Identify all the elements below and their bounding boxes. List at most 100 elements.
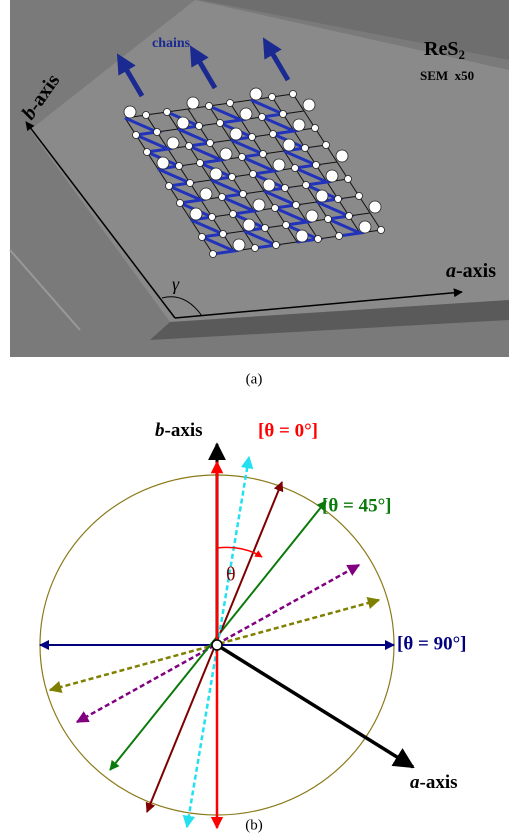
lattice-circle [270, 131, 277, 138]
lattice-circle [356, 193, 363, 200]
lattice-circle [196, 123, 203, 130]
lattice-circle [292, 165, 299, 172]
lattice-circle [259, 114, 266, 121]
chains-label: chains [152, 36, 191, 51]
lattice-circle [210, 168, 222, 180]
lattice-circle [312, 125, 319, 132]
caption-a: (a) [246, 371, 263, 387]
lattice-circle [303, 99, 315, 111]
a-axis-rest: -axis [420, 772, 458, 793]
lattice-circle [315, 236, 322, 243]
lattice-circle [323, 142, 330, 149]
lattice-circle [239, 154, 246, 161]
figure: chains ReS2 SEM x50 b-axis a-axis γ (a) … [0, 0, 509, 836]
lattice-circle [157, 157, 169, 169]
lattice-circle [209, 214, 216, 221]
a-axis-italic: a [446, 260, 456, 282]
lattice-circle [166, 183, 173, 190]
lattice-circle [210, 251, 217, 258]
a-axis-rest: -axis [456, 260, 496, 282]
lattice-circle [199, 234, 206, 241]
angle-diagram: b-axis [θ = 0°] [θ = 45°] [θ = 90°] a-ax… [40, 420, 467, 828]
b-axis-label: b-axis [155, 420, 203, 441]
lattice-circle [303, 182, 310, 189]
lattice-circle [220, 231, 227, 238]
lattice-circle [250, 171, 257, 178]
lattice-circle [336, 150, 348, 162]
lattice-circle [316, 190, 328, 202]
lattice-circle [369, 201, 381, 213]
lattice-circle [229, 174, 236, 181]
lattice-circle [190, 208, 202, 220]
lattice-circle [233, 239, 245, 251]
lattice-circle [219, 194, 226, 201]
lattice-circle [187, 180, 194, 187]
magnification-label: SEM x50 [420, 68, 474, 83]
lattice-circle [273, 242, 280, 249]
lattice-circle [336, 233, 343, 240]
lattice-circle [325, 216, 332, 223]
lattice-circle [313, 162, 320, 169]
lattice-circle [262, 225, 269, 232]
lattice-circle [230, 211, 237, 218]
lattice-circle [335, 196, 342, 203]
lattice-circle [252, 245, 259, 252]
lattice-circle [133, 132, 140, 139]
a-axis-italic: a [410, 772, 420, 793]
lattice-circle [306, 210, 318, 222]
origin [212, 640, 222, 650]
caption-b: (b) [245, 817, 263, 833]
compound-subscript: 2 [458, 47, 465, 62]
angle-label: γ [172, 274, 180, 294]
lattice-circle [187, 97, 199, 109]
lattice-circle [346, 213, 353, 220]
lattice-circle [283, 139, 295, 151]
a-axis-label: a-axis [410, 772, 458, 793]
compound-base: ReS [424, 38, 458, 60]
a-axis-label: a-axis [446, 260, 496, 282]
theta90-label: [θ = 90°] [397, 633, 467, 654]
lattice-circle [154, 129, 161, 136]
lattice-circle [177, 200, 184, 207]
lattice-circle [280, 111, 287, 118]
lattice-circle [124, 106, 136, 118]
lattice-circle [269, 94, 276, 101]
lattice-circle [345, 176, 352, 183]
lattice-circle [302, 145, 309, 152]
theta0-label: [θ = 0°] [258, 420, 318, 441]
lattice-circle [217, 120, 224, 127]
lattice-circle [263, 179, 275, 191]
lattice-circle [272, 205, 279, 212]
lattice-circle [227, 100, 234, 107]
lattice-circle [220, 148, 232, 160]
lattice-circle [378, 227, 385, 234]
lattice-circle [144, 149, 151, 156]
lattice-circle [230, 128, 242, 140]
lattice-circle [359, 221, 371, 233]
lattice-circle [253, 199, 265, 211]
lattice-circle [326, 170, 338, 182]
lattice-circle [282, 185, 289, 192]
lattice-circle [293, 202, 300, 209]
a-axis-arrow [217, 645, 413, 767]
b-axis-italic: b [155, 420, 165, 441]
theta-label: θ [226, 564, 236, 586]
lattice-circle [206, 103, 213, 110]
lattice-circle [240, 191, 247, 198]
lattice-circle [207, 140, 214, 147]
lattice-circle [293, 119, 305, 131]
lattice-circle [177, 117, 189, 129]
lattice-circle [290, 91, 297, 98]
lattice-circle [186, 143, 193, 150]
lattice-circle [273, 159, 285, 171]
lattice-circle [296, 230, 308, 242]
lattice-circle [249, 134, 256, 141]
b-axis-rest: -axis [165, 420, 203, 441]
lattice-circle [176, 163, 183, 170]
lattice-circle [197, 160, 204, 167]
lattice-circle [143, 112, 150, 119]
lattice-circle [260, 151, 267, 158]
lattice-circle [164, 109, 171, 116]
lattice-circle [243, 219, 255, 231]
theta45-label: [θ = 45°] [322, 495, 392, 516]
